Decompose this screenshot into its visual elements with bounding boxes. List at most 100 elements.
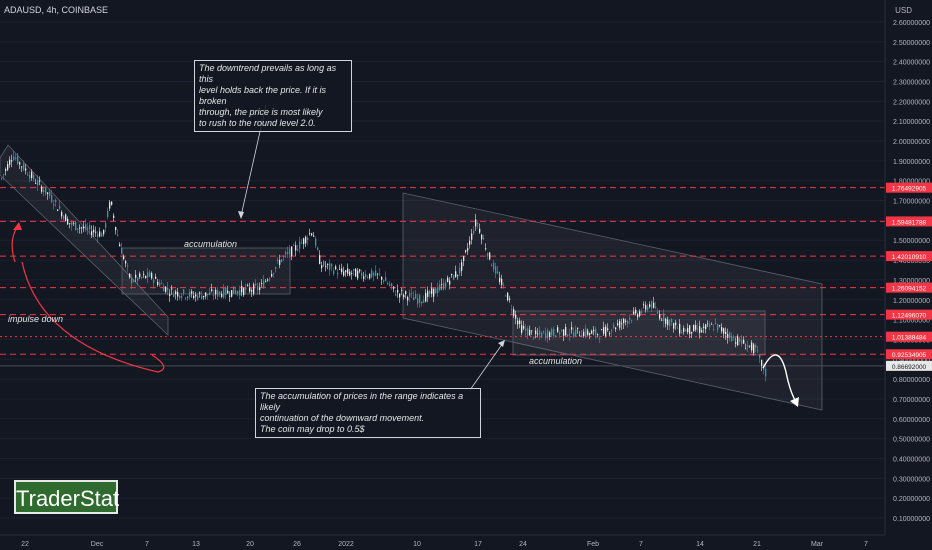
x-tick-label: 24: [519, 541, 527, 548]
candle-body: [641, 311, 643, 313]
x-tick-label: 26: [293, 541, 301, 548]
candle-body: [523, 326, 525, 329]
candle-body: [261, 283, 263, 285]
candle-body: [643, 304, 645, 306]
candle-body: [295, 245, 297, 251]
candle-body: [393, 286, 395, 289]
candle-body: [569, 334, 571, 336]
candle-body: [633, 311, 635, 314]
y-tick-label: 0.90000000: [893, 357, 930, 364]
candle-body: [707, 323, 709, 325]
candle-body: [617, 323, 619, 326]
candle-body: [343, 271, 345, 276]
candle-body: [435, 288, 437, 294]
y-tick-label: 1.80000000: [893, 179, 930, 186]
candle-body: [35, 183, 37, 184]
candle-body: [511, 309, 513, 311]
candle-body: [73, 223, 75, 224]
level-badge-label: 1.59481788: [892, 219, 927, 226]
symbol-title: ADAUSD, 4h, COINBASE: [4, 5, 109, 15]
candle-body: [599, 338, 601, 339]
candle-body: [361, 272, 363, 277]
candle-body: [69, 223, 71, 224]
candle-body: [733, 336, 735, 339]
candle-body: [495, 266, 497, 274]
candle-body: [101, 233, 103, 237]
candle-body: [287, 252, 289, 254]
candle-body: [175, 291, 177, 294]
candle-body: [755, 344, 757, 348]
y-tick-label: 0.10000000: [893, 516, 930, 523]
candle-body: [169, 294, 171, 296]
candle-body: [609, 333, 611, 335]
candle-body: [573, 332, 575, 337]
candle-body: [277, 259, 279, 261]
grid: [0, 21, 885, 519]
candle-body: [721, 327, 723, 332]
candle-body: [329, 263, 331, 270]
candle-body: [567, 334, 569, 337]
candle-body: [699, 326, 701, 333]
candle-body: [225, 287, 227, 295]
candle-body: [693, 324, 695, 332]
candle-body: [645, 304, 647, 310]
candle-body: [483, 238, 485, 240]
candle-body: [127, 265, 129, 267]
candle-body: [437, 286, 439, 293]
y-tick-label: 1.70000000: [893, 199, 930, 206]
candle-body: [167, 287, 169, 291]
candle-body: [293, 244, 295, 246]
candle-body: [305, 236, 307, 244]
candle-body: [419, 294, 421, 303]
candle-body: [61, 211, 63, 217]
candle-body: [565, 327, 567, 336]
candle-body: [687, 328, 689, 333]
candle-body: [49, 191, 51, 196]
candle-body: [549, 332, 551, 337]
accumulation-range-right: [512, 310, 766, 356]
candle-body: [469, 240, 471, 245]
candle-body: [243, 288, 245, 295]
candle-body: [89, 225, 91, 230]
candle-body: [517, 320, 519, 325]
candle-body: [5, 169, 7, 171]
candle-body: [159, 282, 161, 286]
candle-body: [19, 162, 21, 165]
candle-body: [95, 231, 97, 233]
candle-body: [209, 292, 211, 295]
candle-body: [571, 327, 573, 330]
candle-body: [765, 368, 767, 377]
level-badge: [886, 309, 932, 320]
candle-body: [151, 272, 153, 279]
impulse-arrow-curve: [21, 261, 165, 373]
candle-body: [153, 279, 155, 283]
candle-body: [321, 265, 323, 269]
y-tick-label: 2.20000000: [893, 99, 930, 106]
candle-body: [27, 174, 29, 176]
candle-body: [445, 282, 447, 287]
candle-body: [217, 290, 219, 297]
candle-body: [385, 277, 387, 282]
candle-body: [477, 222, 479, 225]
candle-body: [697, 328, 699, 330]
x-tick-label: 21: [753, 541, 761, 548]
candle-body: [651, 301, 653, 309]
candle-body: [107, 210, 109, 217]
candle-body: [71, 222, 73, 226]
candle-body: [239, 289, 241, 296]
candle-body: [391, 283, 393, 287]
candle-body: [103, 229, 105, 235]
candle-body: [237, 291, 239, 294]
candle-body: [441, 283, 443, 285]
candle-body: [625, 320, 627, 322]
candle-body: [99, 231, 101, 237]
candle-body: [627, 320, 629, 324]
y-tick-label: 2.00000000: [893, 139, 930, 146]
candle-body: [365, 274, 367, 278]
candle-body: [453, 275, 455, 280]
candle-body: [619, 321, 621, 328]
x-tick-label: 14: [696, 541, 704, 548]
candle-body: [339, 268, 341, 270]
candle-body: [267, 279, 269, 281]
